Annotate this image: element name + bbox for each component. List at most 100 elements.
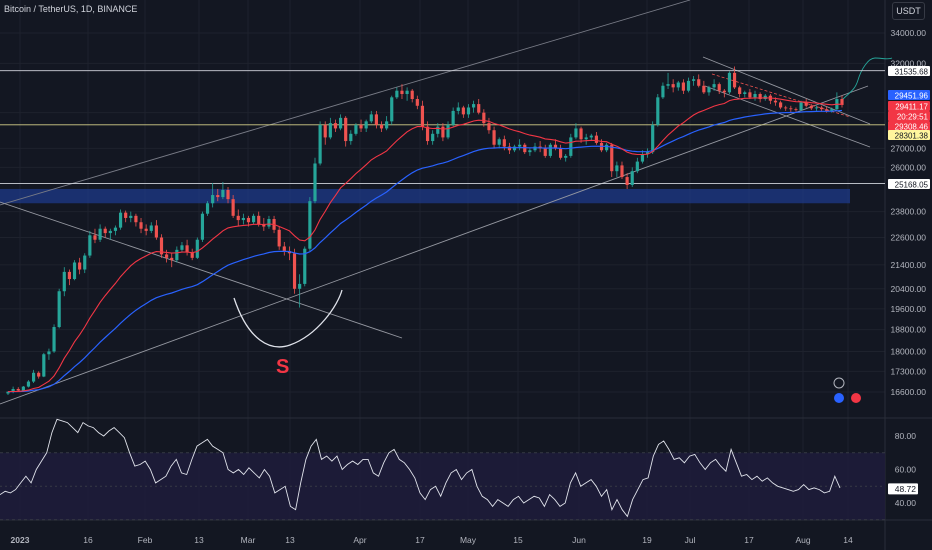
rsi-tick-label: 60.00 bbox=[895, 465, 917, 475]
candle-body bbox=[789, 108, 793, 110]
candle-body bbox=[625, 177, 629, 185]
candle bbox=[738, 85, 742, 98]
candle bbox=[323, 121, 327, 145]
candle bbox=[57, 288, 61, 329]
candle bbox=[369, 110, 373, 124]
candle bbox=[461, 105, 465, 118]
rsi-band-rect bbox=[0, 452, 885, 520]
candle-body bbox=[799, 102, 803, 111]
price-tick-label: 32000.00 bbox=[891, 58, 927, 68]
candle-body bbox=[415, 99, 419, 106]
candle-body bbox=[62, 271, 66, 292]
candle bbox=[712, 79, 716, 91]
price-label-text: 25168.05 bbox=[895, 181, 929, 190]
candle bbox=[748, 89, 752, 100]
candle bbox=[175, 246, 179, 263]
candle-body bbox=[216, 195, 220, 198]
candle-body bbox=[267, 219, 271, 227]
candle-body bbox=[282, 246, 286, 251]
candle bbox=[681, 79, 685, 95]
candle bbox=[548, 142, 552, 158]
candle-body bbox=[67, 271, 71, 280]
price-label-bg bbox=[888, 101, 930, 111]
candle-body bbox=[359, 124, 363, 129]
candle bbox=[472, 100, 476, 113]
candle bbox=[758, 92, 762, 103]
candle-body bbox=[11, 388, 15, 392]
candle-body bbox=[466, 107, 471, 115]
candle bbox=[185, 239, 189, 256]
currency-button[interactable]: USDT bbox=[892, 2, 925, 20]
candle bbox=[702, 80, 706, 95]
candle bbox=[400, 84, 404, 100]
candle bbox=[216, 188, 220, 202]
candle-body bbox=[257, 215, 261, 225]
candle-body bbox=[451, 110, 455, 125]
candle bbox=[507, 142, 512, 155]
candle bbox=[328, 117, 332, 140]
symbol-title: Bitcoin / TetherUS, 1D, BINANCE bbox=[4, 4, 138, 14]
candle-body bbox=[605, 144, 609, 151]
candle-body bbox=[221, 189, 225, 198]
rsi-tick-label: 40.00 bbox=[895, 498, 917, 508]
trendline-1 bbox=[0, 85, 869, 405]
candle bbox=[385, 116, 389, 131]
candle-body bbox=[784, 107, 788, 109]
candle-body bbox=[610, 144, 614, 172]
lightning-icon bbox=[833, 377, 845, 389]
price-label: 29451.96 bbox=[888, 90, 930, 101]
candle bbox=[6, 391, 10, 396]
candle bbox=[456, 102, 460, 115]
candle-body bbox=[431, 133, 435, 142]
candle-body bbox=[702, 85, 706, 93]
price-tick-label: 27000.00 bbox=[891, 143, 927, 153]
candle-body bbox=[676, 82, 680, 88]
candle-body bbox=[313, 163, 317, 202]
candle-body bbox=[37, 372, 41, 377]
price-label-bg bbox=[888, 130, 930, 140]
candle bbox=[610, 142, 614, 178]
candle-body bbox=[83, 255, 87, 270]
trendline-4 bbox=[704, 85, 871, 148]
price-tick-label: 34000.00 bbox=[891, 28, 927, 38]
candle bbox=[635, 157, 639, 174]
candle bbox=[512, 144, 517, 153]
time-tick-label: 14 bbox=[843, 535, 853, 545]
trendline-3 bbox=[702, 56, 871, 125]
candle-body bbox=[589, 135, 593, 138]
candle-body bbox=[349, 133, 353, 142]
candle bbox=[651, 121, 655, 155]
candle-body bbox=[333, 123, 338, 129]
candle bbox=[37, 371, 41, 379]
candle-body bbox=[794, 109, 798, 111]
candle-body bbox=[681, 82, 685, 91]
candle-body bbox=[523, 144, 527, 153]
candle-body bbox=[528, 150, 532, 153]
candle-body bbox=[369, 114, 373, 122]
candle bbox=[67, 269, 71, 286]
candle bbox=[640, 150, 645, 164]
price-label-text: 20:29:51 bbox=[897, 113, 929, 122]
candle bbox=[559, 144, 563, 160]
candle-body bbox=[502, 139, 506, 147]
candle-body bbox=[825, 109, 829, 111]
support-zone-rect bbox=[0, 188, 850, 204]
candle bbox=[487, 117, 491, 134]
rsi-label-bg bbox=[888, 483, 918, 495]
candle bbox=[466, 104, 471, 118]
candle-body bbox=[645, 152, 650, 155]
candle-body bbox=[717, 84, 721, 91]
candle-body bbox=[461, 107, 465, 115]
candle bbox=[390, 95, 394, 125]
candle bbox=[523, 142, 527, 155]
price-label-text: 29411.17 bbox=[895, 103, 928, 112]
price-label-bg bbox=[888, 179, 930, 189]
candle-body bbox=[779, 102, 783, 108]
candle-body bbox=[666, 84, 670, 86]
candle-body bbox=[830, 109, 834, 111]
candle bbox=[118, 209, 123, 230]
candle bbox=[159, 234, 164, 258]
candle-body bbox=[492, 130, 496, 145]
